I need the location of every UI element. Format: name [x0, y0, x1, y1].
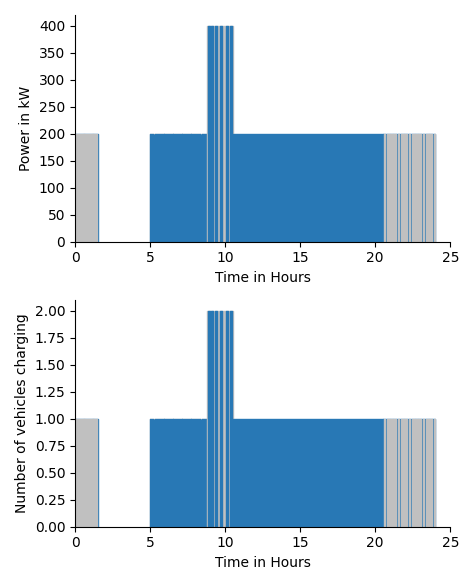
Y-axis label: Power in kW: Power in kW	[19, 86, 33, 171]
Y-axis label: Number of vehicles charging: Number of vehicles charging	[15, 314, 29, 513]
X-axis label: Time in Hours: Time in Hours	[215, 271, 310, 285]
X-axis label: Time in Hours: Time in Hours	[215, 556, 310, 570]
